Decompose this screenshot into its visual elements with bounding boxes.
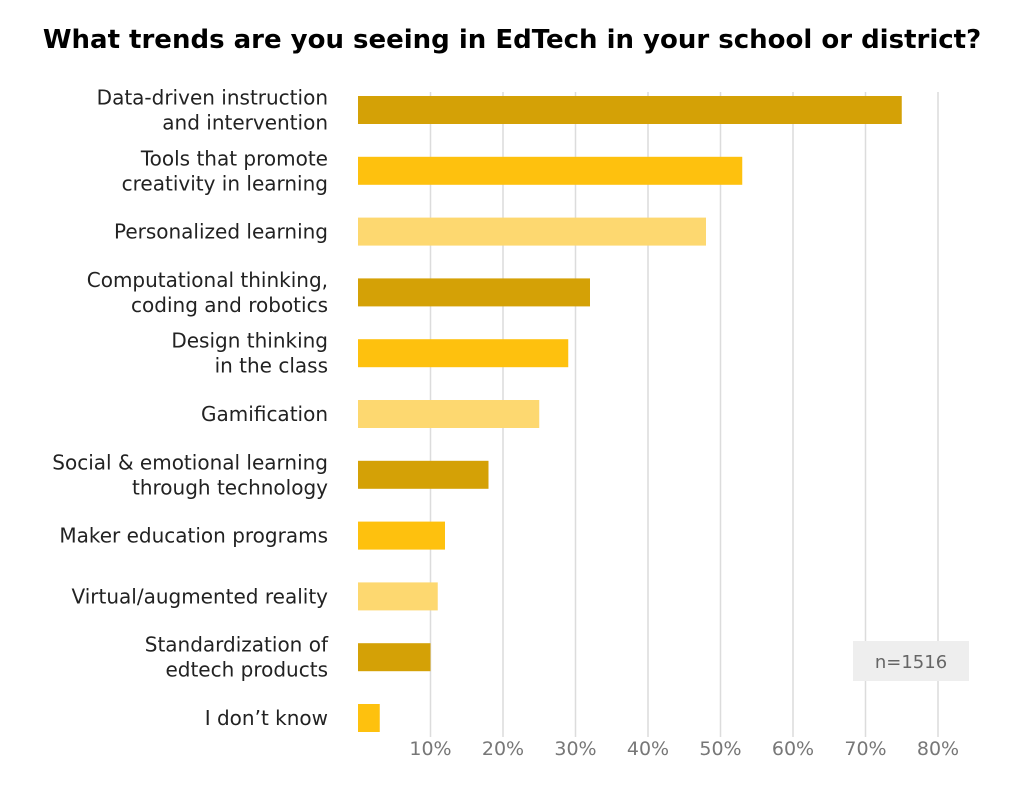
category-label: Gamification [201, 402, 328, 426]
category-label: in the class [215, 354, 328, 378]
x-tick-label: 70% [844, 738, 886, 760]
bar [358, 400, 540, 428]
category-label: I don’t know [205, 706, 328, 730]
sample-size-label: n=1516 [875, 652, 947, 673]
x-tick-label: 10% [409, 738, 451, 760]
bar [358, 339, 569, 368]
category-label: and intervention [162, 111, 328, 135]
x-tick-label: 80% [917, 738, 959, 760]
x-tick-label: 50% [699, 738, 741, 760]
bar [358, 643, 431, 672]
category-label: Standardization of [145, 633, 329, 657]
bar [358, 582, 438, 611]
bar [358, 460, 489, 489]
category-label: Computational thinking, [87, 268, 328, 292]
x-tick-label: 40% [627, 738, 669, 760]
x-tick-label: 60% [772, 738, 814, 760]
chart-title: What trends are you seeing in EdTech in … [43, 25, 981, 55]
bar [358, 521, 445, 550]
sample-size-note: n=1516 [853, 641, 969, 681]
sample-size-box [853, 641, 969, 681]
category-label: coding and robotics [131, 293, 328, 317]
x-tick-label: 20% [482, 738, 524, 760]
x-tick-label: 30% [554, 738, 596, 760]
category-label: Personalized learning [114, 220, 328, 244]
category-label: Social & emotional learning [52, 450, 328, 474]
x-axis-ticks: 10% 20% 30% 40% 50% 60% 70% 80% [409, 738, 959, 760]
bar [358, 96, 902, 124]
bars [358, 96, 902, 732]
bar [358, 704, 380, 732]
category-label: Virtual/augmented reality [71, 584, 328, 608]
bar [358, 278, 590, 307]
bar [358, 156, 743, 185]
bar [358, 217, 706, 246]
category-label: edtech products [165, 658, 328, 682]
gridlines [429, 92, 939, 737]
category-label: through technology [132, 475, 328, 499]
category-label: Tools that promote [140, 146, 328, 170]
category-label: Data-driven instruction [97, 86, 328, 110]
category-label: creativity in learning [122, 171, 328, 195]
category-label: Maker education programs [59, 524, 328, 548]
category-label: Design thinking [171, 329, 328, 353]
